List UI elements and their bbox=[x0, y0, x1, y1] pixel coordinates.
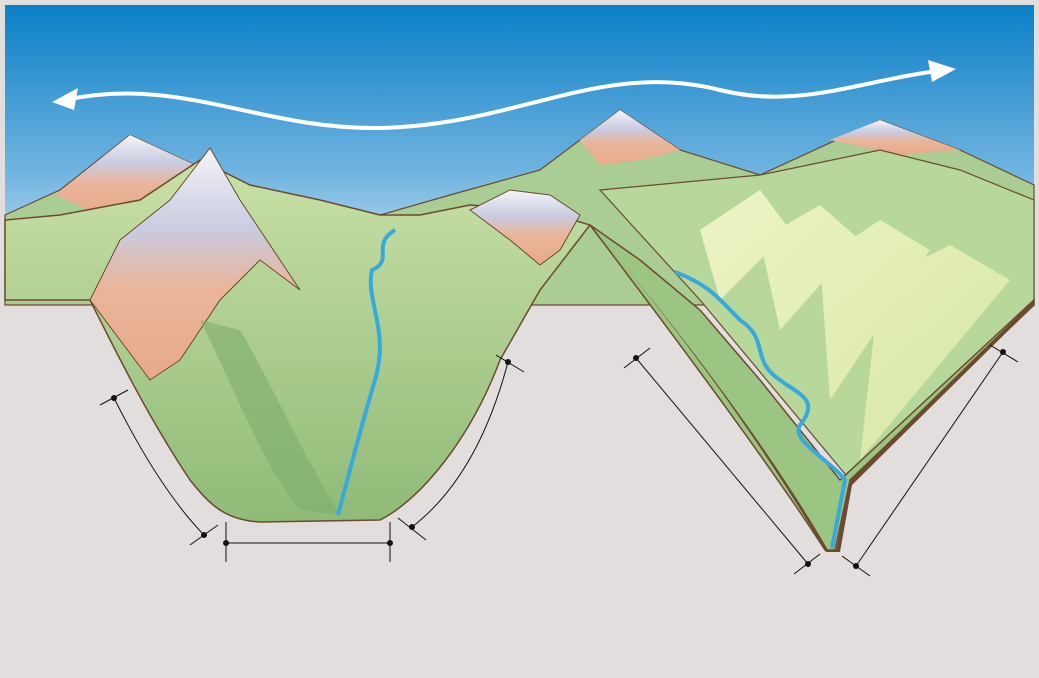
dimension-lines bbox=[99, 344, 1019, 577]
shadow bbox=[200, 320, 340, 515]
arrow-head bbox=[52, 88, 78, 110]
peak bbox=[55, 135, 195, 215]
v-valley-edge bbox=[590, 225, 1034, 552]
spur bbox=[700, 190, 1010, 460]
river bbox=[336, 228, 397, 516]
peak bbox=[580, 110, 680, 165]
peak bbox=[830, 120, 960, 155]
left-peak bbox=[89, 147, 301, 381]
wind-arrow bbox=[64, 68, 946, 131]
arrow-head bbox=[928, 60, 956, 82]
river bbox=[674, 270, 848, 549]
valley-peaks bbox=[469, 189, 581, 266]
dimension-dots bbox=[111, 349, 1006, 569]
